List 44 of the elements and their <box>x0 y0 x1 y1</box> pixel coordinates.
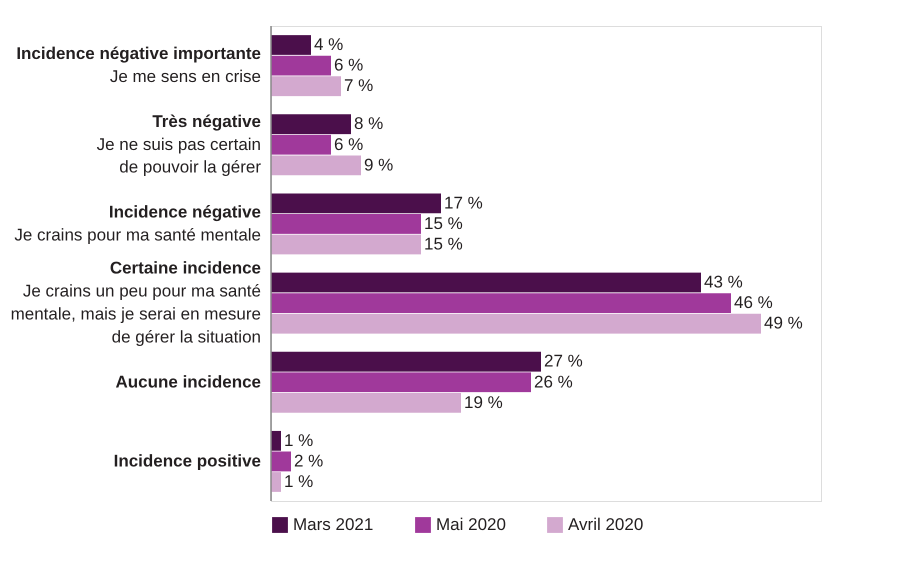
bar <box>271 272 701 292</box>
legend-label: Mai 2020 <box>436 515 506 534</box>
y-tick-label: Incidence positive <box>114 451 261 470</box>
bar <box>271 56 331 76</box>
data-label: 7 % <box>344 76 374 96</box>
data-label: 6 % <box>334 134 364 154</box>
data-label: 2 % <box>294 451 324 470</box>
bar <box>271 214 421 234</box>
bar <box>271 234 421 254</box>
bar <box>271 452 291 472</box>
category-label: Incidence négative importante Je me sens en crise <box>16 44 261 86</box>
data-label: 26 % <box>534 372 573 392</box>
data-label: 19 % <box>464 392 503 412</box>
legend-label: Mars 2021 <box>293 515 374 534</box>
data-label: 4 % <box>314 35 344 54</box>
data-label: 6 % <box>334 56 364 75</box>
data-label: 15 % <box>424 214 463 233</box>
data-label: 43 % <box>704 272 743 292</box>
data-label: 1 % <box>284 430 314 450</box>
data-label: 27 % <box>544 352 583 371</box>
data-label: 9 % <box>364 155 394 174</box>
bar <box>271 472 281 492</box>
data-label: 1 % <box>284 472 314 491</box>
data-label: 49 % <box>764 314 803 333</box>
bar <box>271 155 361 176</box>
data-label: 8 % <box>354 114 384 134</box>
bar <box>271 35 311 55</box>
data-label: 17 % <box>444 193 483 212</box>
bar <box>271 314 761 334</box>
category-label: Certaine incidence Je crains un peu pour ma santé mentale, mais je serai en mesure de gérer la situation <box>10 258 261 347</box>
category-label: Incidence négative Je crains pour ma santé mentale <box>14 202 261 244</box>
bar <box>271 372 531 392</box>
category-label: Très négative Je ne suis pas certain de pouvoir la gérer <box>96 112 261 177</box>
data-label: 46 % <box>734 293 773 312</box>
bar <box>271 193 441 214</box>
bar <box>271 352 541 372</box>
data-label: 15 % <box>424 234 463 254</box>
bar <box>271 293 731 313</box>
bar <box>271 392 461 413</box>
bar <box>271 114 351 134</box>
y-tick-label: Aucune incidence <box>116 372 261 392</box>
legend-label: Avril 2020 <box>568 515 644 534</box>
bar <box>271 76 341 96</box>
bar <box>271 134 331 155</box>
